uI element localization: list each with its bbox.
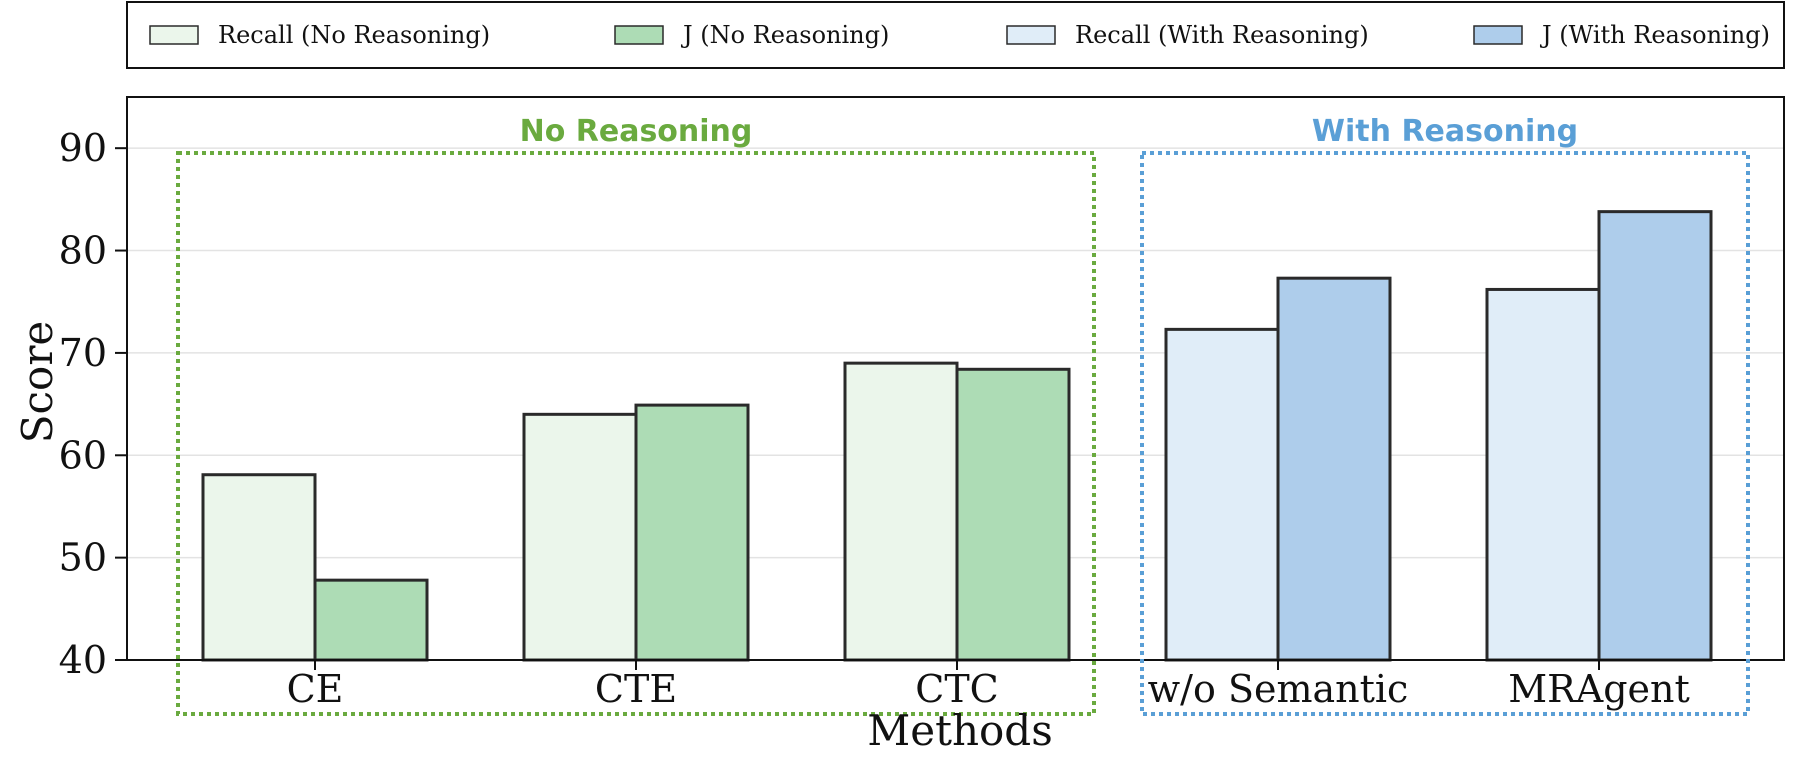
x-axis-title: Methods [867, 706, 1053, 755]
y-tick-label-80: 80 [59, 229, 107, 273]
x-tick-label-w-o-semantic: w/o Semantic [1148, 667, 1409, 711]
y-axis-title: Score [13, 321, 62, 444]
frame-layer [126, 96, 1785, 661]
bar-cte-recall-no-reasoning [522, 412, 638, 662]
x-tick-label-mragent: MRAgent [1508, 667, 1690, 711]
x-tick-label-cte: CTE [595, 667, 677, 711]
x-tick-label-ctc: CTC [915, 667, 999, 711]
legend-layer: Recall (No Reasoning) J (No Reasoning) Rec… [126, 1, 1785, 69]
ticks-layer: 40 50 60 70 80 90 CE CTE CTC w/o Semantic MRAgent [59, 126, 1690, 711]
bar-cte-j-no-reasoning [634, 403, 750, 662]
bar-w-o-semantic-recall-with-reasoning [1164, 327, 1280, 662]
legend-swatch-recall-with-reasoning [1006, 25, 1056, 45]
plot-frame [126, 96, 1785, 661]
legend-swatch-recall-no-reasoning [149, 25, 199, 45]
x-tick-label-ce: CE [287, 667, 344, 711]
bar-ce-j-no-reasoning [313, 578, 429, 662]
bar-ce-recall-no-reasoning [201, 473, 317, 662]
legend-label-j-no-reasoning: J (No Reasoning) [680, 21, 889, 49]
legend-swatch-j-with-reasoning [1473, 25, 1523, 45]
bar-ctc-recall-no-reasoning [843, 361, 959, 662]
bar-ctc-j-no-reasoning [955, 367, 1071, 662]
group-title-with-reasoning: With Reasoning [1312, 114, 1578, 149]
legend-label-j-with-reasoning: J (With Reasoning) [1539, 21, 1770, 49]
bar-mragent-recall-with-reasoning [1485, 287, 1601, 662]
y-tick-label-40: 40 [59, 638, 107, 682]
legend-swatch-j-no-reasoning [614, 25, 664, 45]
y-tick-label-90: 90 [59, 126, 107, 170]
legend-label-recall-with-reasoning: Recall (With Reasoning) [1075, 21, 1369, 49]
group-title-no-reasoning: No Reasoning [520, 114, 753, 149]
group-box-no-reasoning [176, 151, 1096, 716]
y-tick-label-60: 60 [59, 433, 107, 477]
bars-layer [201, 210, 1713, 662]
y-tick-label-70: 70 [59, 331, 107, 375]
legend-label-recall-no-reasoning: Recall (No Reasoning) [218, 21, 490, 49]
group-layer: No Reasoning With Reasoning [176, 114, 1750, 716]
bar-w-o-semantic-j-with-reasoning [1276, 276, 1392, 662]
bar-mragent-j-with-reasoning [1597, 210, 1713, 662]
y-tick-label-50: 50 [59, 536, 107, 580]
